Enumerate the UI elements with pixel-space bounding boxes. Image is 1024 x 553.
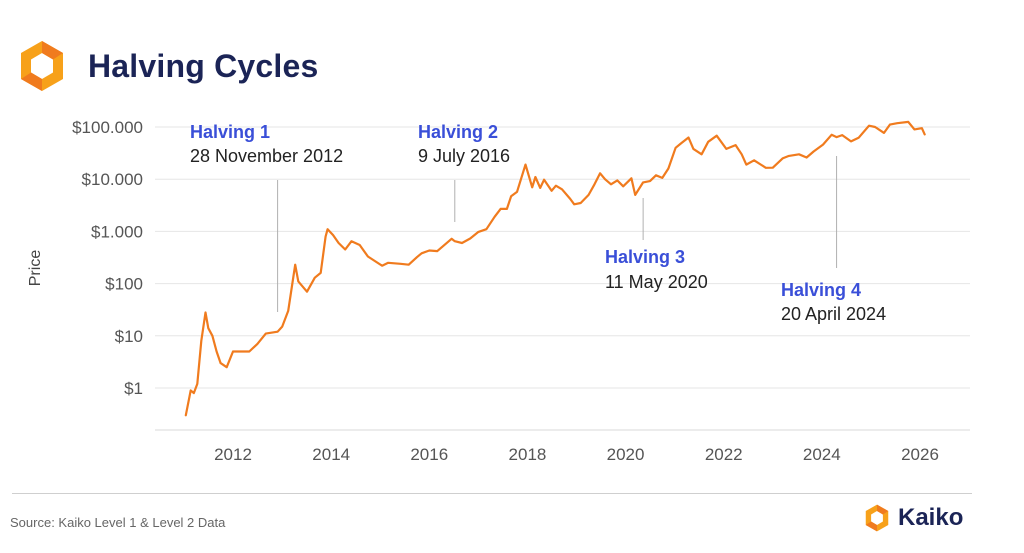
halving-annotation-title: Halving 4 [781,280,861,300]
y-tick-label: $100.000 [72,118,143,137]
y-tick-label: $100 [105,275,143,294]
header: Halving Cycles [14,38,318,94]
price-series-line [184,120,926,417]
y-tick-label: $1.000 [91,222,143,241]
halving-annotation-title: Halving 3 [605,247,685,267]
x-tick-label: 2022 [705,445,743,464]
y-axis-label: Price [27,250,44,287]
page-title: Halving Cycles [88,47,319,84]
halving-annotation-date: 20 April 2024 [781,304,886,324]
x-tick-label: 2012 [214,445,252,464]
halving-annotation-date: 28 November 2012 [190,146,343,166]
halving-annotation-title: Halving 2 [418,122,498,142]
footer-divider [12,493,972,494]
x-tick-label: 2014 [312,445,350,464]
halving-annotation-title: Halving 1 [190,122,270,142]
x-tick-label: 2016 [410,445,448,464]
x-tick-label: 2024 [803,445,841,464]
halving-annotation-date: 11 May 2020 [605,272,708,292]
kaiko-hexagon-icon [21,41,63,91]
halving-annotation-date: 9 July 2016 [418,146,510,166]
kaiko-hexagon-icon [865,504,889,532]
x-tick-label: 2018 [509,445,547,464]
y-tick-label: $10 [115,327,143,346]
y-tick-label: $1 [124,379,143,398]
brand-name: Kaiko [898,504,964,531]
y-tick-label: $10.000 [82,170,143,189]
x-tick-label: 2020 [607,445,645,464]
source-note: Source: Kaiko Level 1 & Level 2 Data [10,515,226,530]
x-tick-label: 2026 [901,445,939,464]
brand: Kaiko [862,503,963,533]
